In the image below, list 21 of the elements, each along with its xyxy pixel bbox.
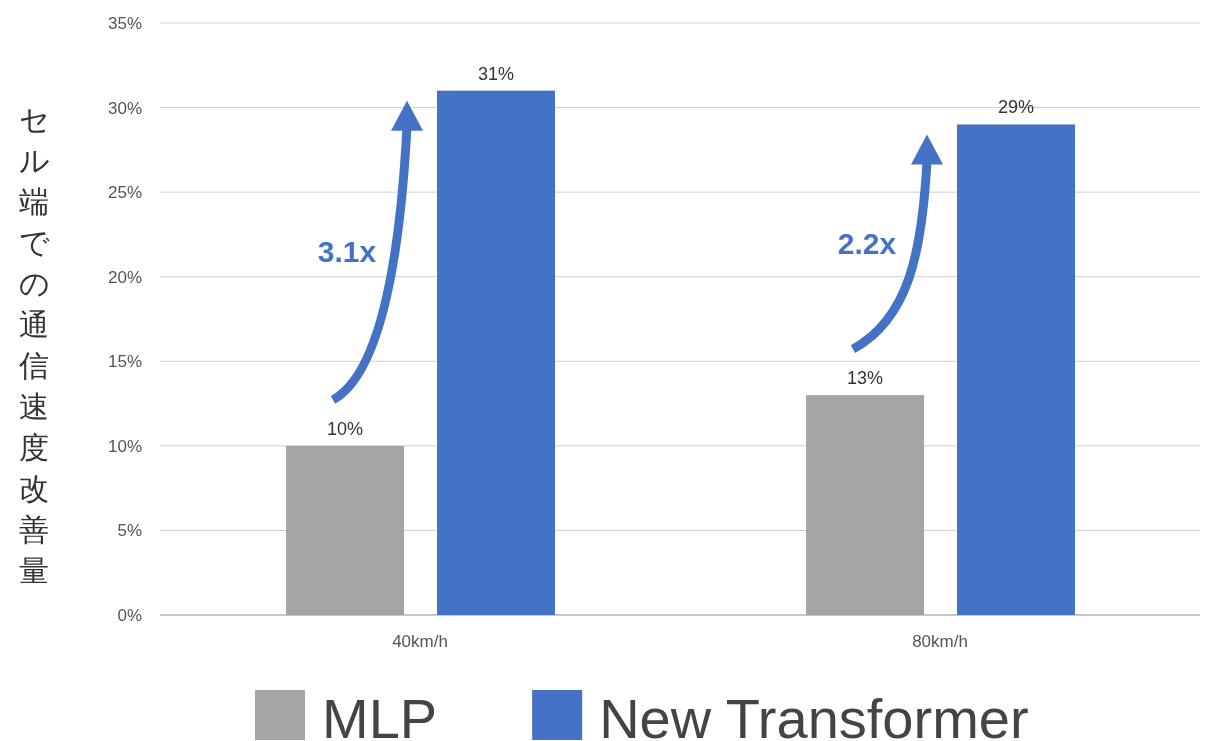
data-label: 29% — [997, 97, 1035, 118]
annotation: 3.1x — [317, 235, 377, 269]
text: セル端での通信速度改善量 — [18, 103, 50, 587]
y-tick-label: 35% — [107, 14, 142, 33]
y-tick-label: 20% — [107, 267, 142, 287]
legend-label: New Transformer — [599, 687, 1029, 741]
y-tick-label: 25% — [107, 183, 142, 203]
x-tick-label: 40km/h — [392, 632, 448, 651]
data-label: 10% — [326, 418, 364, 439]
y-tick-label: 5% — [117, 521, 142, 541]
y-tick-label: 10% — [107, 436, 142, 456]
x-tick-label: 80km/h — [912, 632, 968, 651]
y-tick-label: 15% — [107, 352, 142, 372]
y-tick-label: 0% — [117, 606, 142, 625]
legend-label: MLP — [322, 687, 438, 741]
bar — [437, 90, 555, 615]
bar — [957, 124, 1075, 615]
annotation: 2.2x — [837, 226, 897, 260]
data-label: 13% — [846, 368, 884, 389]
y-tick-label: 30% — [107, 98, 142, 118]
data-label: 31% — [477, 63, 515, 84]
